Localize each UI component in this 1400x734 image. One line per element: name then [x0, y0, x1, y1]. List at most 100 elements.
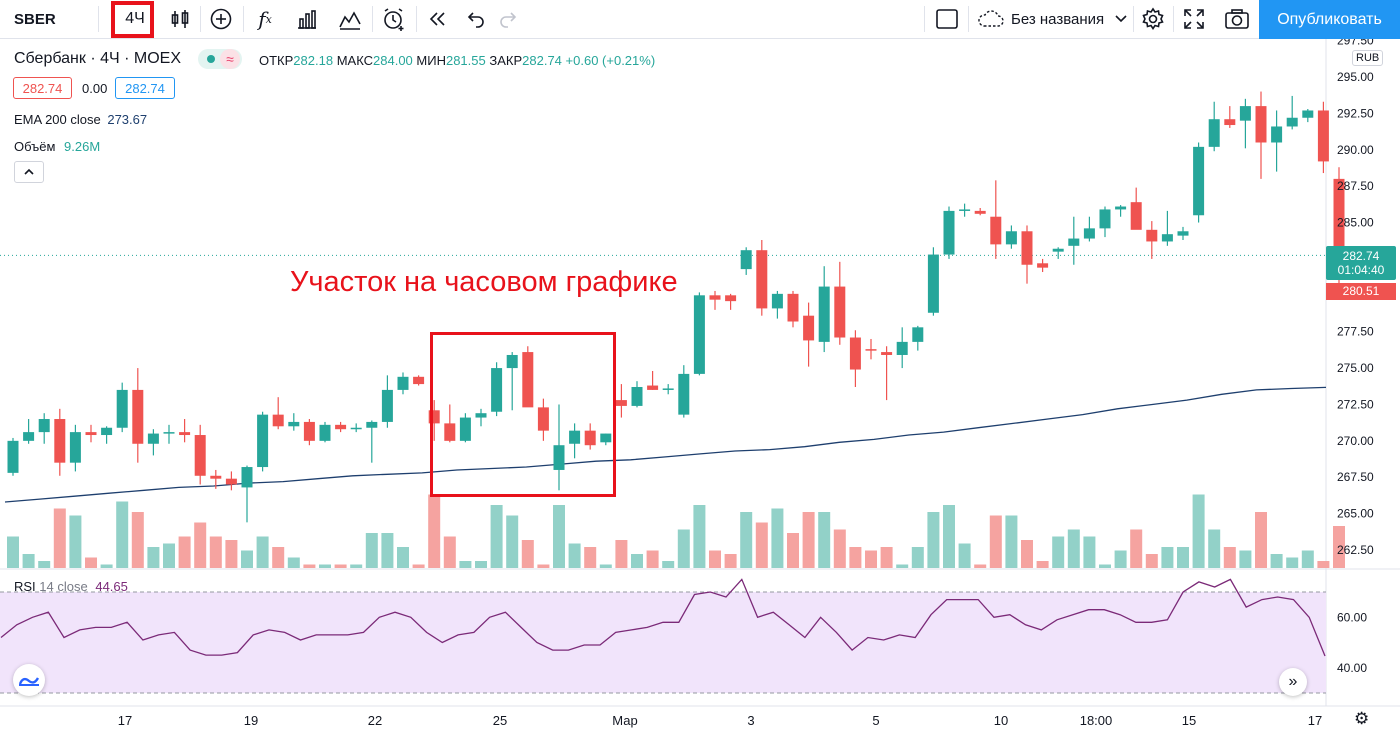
volume-bar	[958, 543, 971, 568]
settings-icon[interactable]	[1136, 0, 1170, 38]
rsi-band	[0, 592, 1326, 693]
candle	[600, 433, 612, 446]
volume-bar	[677, 529, 690, 568]
sell-button[interactable]: 282.74	[13, 77, 72, 99]
templates-icon[interactable]	[333, 0, 367, 38]
candle	[584, 423, 596, 450]
volume-bar	[1255, 512, 1267, 568]
candle-body	[132, 389, 144, 444]
market-status-badge[interactable]: ≈	[198, 49, 242, 69]
candle-body	[319, 424, 331, 441]
volume-bar	[896, 564, 909, 568]
volume-bar	[1052, 536, 1065, 568]
candle	[257, 411, 269, 472]
candle-body	[413, 376, 425, 385]
candle-body	[818, 286, 830, 342]
candle	[1271, 110, 1283, 172]
price-tick-label: 267.50	[1337, 470, 1374, 484]
toolbar-divider	[243, 6, 244, 32]
candle-body	[225, 478, 237, 485]
volume-bar	[943, 505, 955, 568]
candle	[896, 327, 908, 369]
undo-icon[interactable]	[461, 0, 491, 38]
volume-bar	[1333, 526, 1345, 568]
volume-bar	[163, 543, 175, 568]
volume-bar	[1239, 550, 1252, 568]
replay-icon[interactable]	[421, 0, 455, 38]
candle-body	[1302, 110, 1314, 118]
highlight-rectangle[interactable]	[430, 332, 616, 497]
symbol-search-button[interactable]: SBER	[14, 10, 56, 28]
candle-body	[943, 210, 955, 255]
toolbar-divider	[372, 6, 373, 32]
tradingview-logo-button[interactable]	[13, 664, 45, 696]
volume-bar	[537, 564, 550, 568]
candle	[662, 384, 674, 395]
volume-bar	[412, 564, 425, 568]
currency-label[interactable]: RUB	[1352, 50, 1384, 66]
candle-body	[54, 419, 66, 463]
volume-bar	[303, 564, 316, 568]
volume-bar	[1036, 561, 1049, 568]
save-layout-button[interactable]: Без названия	[973, 0, 1133, 38]
volume-bar	[381, 533, 394, 568]
snapshot-icon[interactable]	[1220, 0, 1254, 38]
price-tick-label: 270.00	[1337, 434, 1374, 448]
layout-select-icon[interactable]	[929, 0, 965, 38]
candle-body	[959, 209, 971, 211]
candle-body	[1130, 202, 1142, 230]
candle-body	[366, 421, 378, 428]
candle-body	[116, 389, 128, 428]
buy-button[interactable]: 282.74	[115, 77, 175, 99]
candles	[7, 91, 1345, 523]
chevron-up-icon	[24, 168, 34, 175]
publish-button[interactable]: Опубликовать	[1259, 0, 1400, 39]
candle-body	[787, 293, 799, 322]
price-tick-label: 277.50	[1337, 325, 1374, 339]
candle	[756, 240, 768, 316]
layout-name: Без названия	[1011, 10, 1105, 28]
interval-button[interactable]: 4Ч	[110, 0, 160, 38]
ema-line	[4, 386, 1327, 503]
high-label: МАКС	[336, 53, 374, 68]
chart-canvas[interactable]: 297.50 295.00 292.50 290.00 287.50 285.00 282.…	[0, 39, 1400, 734]
volume-bar	[521, 540, 534, 568]
volume-bar	[1301, 550, 1314, 568]
financials-icon[interactable]	[290, 0, 324, 38]
volume-bar	[693, 505, 706, 568]
double-chevron-right-icon: »	[1288, 673, 1298, 690]
add-compare-icon[interactable]	[204, 0, 238, 38]
annotation-text: Участок на часовом графике	[290, 266, 678, 298]
alert-icon[interactable]	[377, 0, 411, 38]
gear-icon[interactable]: ⚙	[1354, 709, 1370, 728]
fullscreen-icon[interactable]	[1177, 0, 1211, 38]
volume-bar	[350, 564, 363, 568]
collapse-legend-button[interactable]	[14, 161, 44, 183]
volume-bar	[147, 547, 160, 568]
price-tick-label: 272.50	[1337, 397, 1374, 411]
candle-body	[459, 417, 471, 441]
volume-bar	[459, 561, 472, 568]
toolbar-divider	[98, 6, 99, 32]
redo-icon[interactable]	[493, 0, 523, 38]
candle-body	[834, 286, 846, 338]
candle-body	[397, 376, 409, 390]
last-price-tag: 282.74 01:04:40	[1326, 246, 1396, 280]
scroll-to-realtime-button[interactable]: »	[1279, 668, 1307, 696]
bar-style-icon[interactable]	[163, 0, 197, 38]
candle	[319, 421, 331, 443]
candle-body	[1115, 206, 1127, 210]
volume-bar	[443, 536, 456, 568]
candle	[1130, 187, 1142, 230]
volume-bar	[1223, 547, 1236, 568]
candle	[740, 247, 752, 275]
candle	[1302, 109, 1314, 123]
candle	[1239, 98, 1251, 149]
candle	[1224, 106, 1236, 128]
cloud-icon	[978, 10, 1004, 27]
candle-body	[1271, 126, 1283, 143]
candle-body	[725, 295, 737, 302]
candle	[1255, 91, 1267, 179]
candle-body	[101, 427, 113, 436]
